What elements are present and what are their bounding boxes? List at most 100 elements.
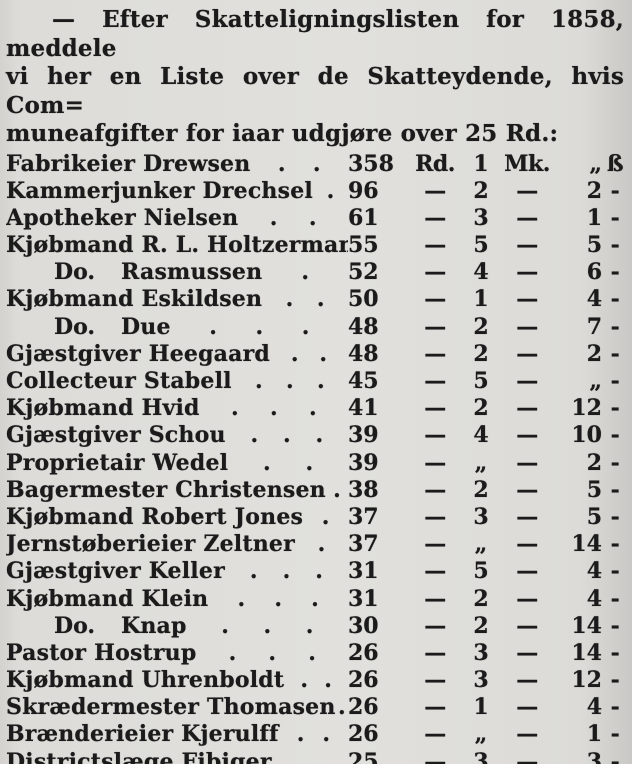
leader-dot: .: [308, 395, 317, 422]
mark-amount: „: [474, 449, 488, 476]
skilling-unit: -: [610, 667, 620, 694]
person-name: Pastor Hostrup: [6, 639, 197, 666]
mark-unit: —: [516, 748, 538, 764]
leader-dot: .: [300, 667, 309, 694]
mark-amount: „: [474, 721, 488, 748]
leader-dot: .: [305, 612, 314, 639]
rigsdaler-amount: 48: [348, 340, 379, 367]
rigsdaler-unit: —: [424, 476, 446, 503]
leader-dot: .: [312, 150, 321, 177]
skilling-unit: -: [610, 748, 620, 764]
rigsdaler-unit: —: [424, 694, 446, 721]
leader-dots: ...: [225, 558, 348, 585]
leader-dot: .: [301, 313, 310, 340]
table-row: Do. Due... 48—2—7-: [6, 314, 624, 341]
skilling-amount: 2: [586, 177, 602, 204]
rigsdaler-unit: —: [424, 368, 446, 394]
skilling-unit: -: [610, 476, 620, 503]
table-row: Fabrikeier Drewsen.. 358 Rd. 1 Mk. „ ß: [6, 151, 624, 178]
rigsdaler-unit: —: [424, 667, 446, 694]
rigsdaler-unit: —: [424, 721, 446, 748]
leader-dots: ...: [196, 640, 348, 667]
person-name: Kjøbmand Robert Jones: [6, 503, 304, 530]
skilling-amount: 10: [571, 422, 602, 449]
leader-dot: .: [305, 449, 314, 476]
table-row: Gjæstgiver Schou... 39—4—10-: [6, 422, 624, 449]
person-name: Apotheker Nielsen: [6, 204, 239, 231]
rigsdaler-amount: 26: [348, 694, 379, 721]
rigsdaler-amount: 48: [348, 313, 379, 340]
leader-dots: .: [262, 259, 348, 286]
rigsdaler-amount: 31: [348, 585, 379, 612]
name-cell: Pastor Hostrup...: [6, 640, 348, 667]
skilling-unit: -: [610, 395, 620, 422]
leader-dot: .: [316, 286, 325, 313]
skilling-amount: 4: [586, 286, 602, 313]
table-row: Gjæstgiver Heegaard.. 48—2—2-: [6, 341, 624, 368]
name-cell: Gjæstgiver Heegaard..: [6, 341, 348, 368]
skilling-unit: -: [610, 558, 620, 585]
name-cell: Do. Rasmussen.: [6, 259, 348, 286]
skilling-amount: 2: [586, 340, 602, 367]
name-cell: Kjøbmand Klein...: [6, 586, 348, 613]
mark-amount: 2: [473, 585, 489, 612]
leader-dots: .: [326, 477, 348, 504]
rigsdaler-unit: —: [424, 748, 446, 764]
intro-line-3: muneafgifter for iaar udgjøre over 25 Rd…: [6, 120, 559, 147]
skilling-unit: -: [610, 368, 620, 394]
mark-unit: —: [516, 721, 538, 748]
rigsdaler-unit: —: [424, 395, 446, 422]
table-row: Bagermester Christensen. 38—2—5-: [6, 477, 624, 504]
name-cell: Districtslæge Fibiger..: [6, 749, 348, 764]
name-cell: Jernstøberieier Zeltner.: [6, 531, 348, 558]
skilling-amount: „: [589, 150, 602, 177]
rigsdaler-amount: 31: [348, 558, 379, 585]
leader-dots: ..: [238, 205, 348, 232]
rigsdaler-unit: —: [424, 612, 446, 639]
leader-dots: ...: [208, 586, 348, 613]
skilling-unit: -: [610, 721, 620, 748]
leader-dot: .: [263, 449, 271, 476]
person-name: Kjøbmand Eskildsen: [6, 286, 263, 313]
rigsdaler-amount: 26: [348, 639, 379, 666]
table-row: Apotheker Nielsen.. 61—3—1-: [6, 205, 624, 232]
rigsdaler-amount: 39: [348, 449, 379, 476]
skilling-unit: -: [610, 449, 620, 476]
rigsdaler-unit: —: [424, 449, 446, 476]
mark-amount: 3: [473, 204, 489, 231]
mark-unit: —: [516, 286, 538, 313]
name-cell: Brænderieier Kjerulff..: [6, 721, 348, 748]
mark-unit: —: [516, 177, 538, 204]
leader-dot: .: [209, 313, 217, 340]
name-cell: Kjøbmand Uhrenboldt..: [6, 667, 348, 694]
leader-dot: .: [230, 395, 239, 422]
leader-dot: .: [316, 368, 325, 394]
rigsdaler-amount: 358: [348, 150, 394, 177]
skilling-unit: -: [610, 531, 620, 558]
mark-unit: —: [516, 313, 538, 340]
skilling-amount: „: [589, 368, 602, 394]
mark-unit: —: [516, 259, 538, 286]
mark-amount: 1: [473, 286, 489, 313]
mark-unit: Mk.: [504, 150, 550, 177]
ditto-prefix: Do.: [54, 259, 96, 286]
table-row: Pastor Hostrup... 26—3—14-: [6, 640, 624, 667]
name-cell: Collecteur Stabell...: [6, 368, 348, 395]
name-cell: Gjæstgiver Schou...: [6, 422, 348, 449]
mark-amount: 2: [473, 612, 489, 639]
skilling-unit: -: [610, 204, 620, 231]
rigsdaler-unit: Rd.: [415, 150, 455, 177]
name-cell: Kammerjunker Drechsel.: [6, 178, 348, 205]
name-cell: Kjøbmand Robert Jones.: [6, 504, 348, 531]
mark-amount: 1: [473, 150, 489, 177]
skilling-amount: 14: [571, 531, 602, 558]
leader-dot: .: [250, 422, 259, 449]
table-row: Kjøbmand Eskildsen.. 50—1—4-: [6, 286, 624, 313]
leader-dots: .: [336, 694, 348, 721]
rigsdaler-unit: —: [424, 422, 446, 449]
skilling-amount: 4: [586, 585, 602, 612]
leader-dot: .: [315, 422, 324, 449]
person-name: Collecteur Stabell: [6, 368, 232, 394]
leader-dot: .: [321, 503, 330, 530]
rigsdaler-amount: 61: [348, 204, 379, 231]
